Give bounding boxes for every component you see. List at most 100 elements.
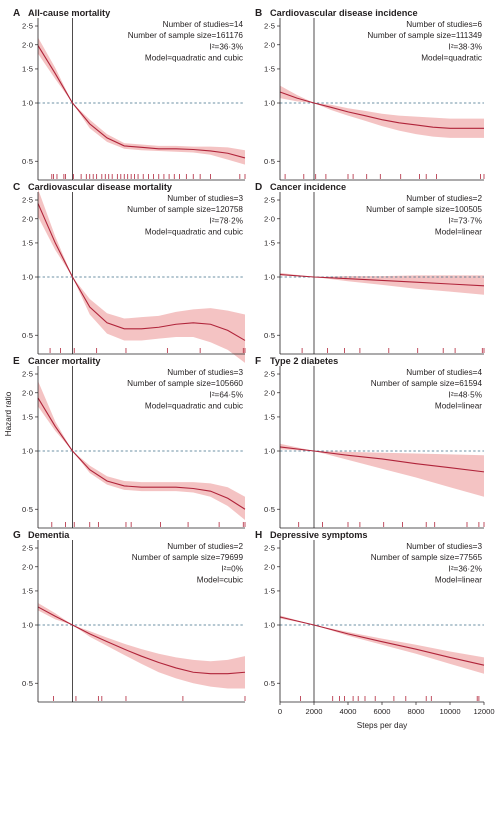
y-tick-label: 0·5 (264, 157, 275, 166)
stat-line: Number of sample size=161176 (128, 31, 244, 40)
y-tick-label: 0·5 (264, 505, 275, 514)
x-tick-label: 2000 (306, 707, 323, 716)
confidence-band (280, 615, 484, 674)
y-tick-label: 2·0 (264, 562, 275, 571)
panel-title: Cancer mortality (28, 356, 101, 366)
panel-letter: D (255, 182, 262, 193)
panel-letter: F (255, 356, 261, 367)
stat-line: I²=38·3% (449, 42, 482, 51)
panel-h: 2·5 2·0 1·5 1·0 0·5 H Depressive symptoms Numbe… (255, 530, 495, 730)
stat-line: I²=64·5% (210, 390, 243, 399)
y-tick-label: 1·0 (264, 447, 275, 456)
stat-line: Model=quadratic and cubic (145, 54, 243, 63)
panel-letter: G (13, 530, 21, 541)
panel-letter: C (13, 182, 20, 193)
y-tick-label: 1·0 (22, 621, 33, 630)
hazard-curve (279, 446, 485, 473)
hazard-curve (279, 91, 484, 129)
y-tick-label: 1·0 (264, 99, 275, 108)
panel-c: 2·5 2·0 1·5 1·0 0·5 C Cardiovascular disease m… (13, 182, 246, 363)
stat-line: Model=linear (435, 228, 482, 237)
y-tick-label: 0·5 (22, 505, 33, 514)
panel-title: All-cause mortality (28, 8, 111, 18)
stat-line: I²=73·7% (449, 216, 482, 225)
stat-line: I²=36·3% (210, 42, 243, 51)
y-tick-label: 2·5 (264, 544, 275, 553)
y-tick-label: 1·5 (22, 65, 33, 74)
panel-title: Cancer incidence (270, 182, 346, 192)
stat-line: I²=48·5% (449, 390, 482, 399)
y-tick-label: 1·5 (22, 587, 33, 596)
x-axis-label: Steps per day (357, 721, 408, 730)
y-tick-label: 2·5 (22, 22, 33, 31)
x-tick-label: 12000 (473, 707, 494, 716)
y-tick-label: 1·5 (264, 413, 275, 422)
y-tick-label: 1·5 (264, 239, 275, 248)
stat-line: Model=linear (435, 576, 482, 585)
stat-line: Number of studies=4 (406, 368, 482, 377)
stat-line: Number of studies=2 (167, 542, 243, 551)
y-tick-label: 1·5 (264, 65, 275, 74)
panel-letter: B (255, 8, 262, 19)
y-tick-label: 2·5 (264, 370, 275, 379)
stat-line: I²=78·2% (210, 216, 243, 225)
confidence-band (38, 381, 245, 520)
x-tick-label: 6000 (374, 707, 391, 716)
y-tick-label: 2·0 (264, 388, 275, 397)
stat-line: Number of studies=3 (167, 368, 243, 377)
confidence-band (38, 602, 245, 689)
hazard-curve (279, 273, 485, 287)
y-tick-label: 0·5 (22, 331, 33, 340)
stat-line: Number of sample size=111349 (367, 31, 482, 40)
y-tick-label: 2·5 (22, 370, 33, 379)
panel-title: Type 2 diabetes (270, 356, 338, 366)
stat-line: Model=cubic (197, 576, 243, 585)
x-tick-label: 0 (278, 707, 282, 716)
y-tick-label: 1·0 (22, 447, 33, 456)
stat-line: Number of sample size=61594 (371, 379, 483, 388)
hazard-curve (37, 606, 246, 675)
stat-line: Model=quadratic and cubic (145, 228, 243, 237)
stat-line: Model=quadratic (421, 54, 482, 63)
y-tick-label: 1·0 (22, 99, 33, 108)
panel-d: 2·5 2·0 1·5 1·0 0·5 D Cancer incidence Number o… (255, 182, 485, 355)
stat-line: Number of studies=2 (406, 194, 482, 203)
panel-f: 2·5 2·0 1·5 1·0 0·5 F Type 2 diabetes Number of… (255, 356, 485, 529)
stat-line: I²=0% (221, 564, 243, 573)
y-tick-label: 2·0 (22, 40, 33, 49)
y-tick-label: 1·5 (22, 239, 33, 248)
panel-letter: H (255, 530, 262, 541)
y-tick-label: 1·5 (264, 587, 275, 596)
confidence-band (280, 85, 484, 138)
stat-line: Model=quadratic and cubic (145, 402, 243, 411)
stat-line: Number of sample size=105660 (127, 379, 243, 388)
stat-line: Number of sample size=100505 (366, 205, 482, 214)
hazard-curve (279, 616, 485, 666)
stat-line: Number of sample size=77565 (371, 553, 483, 562)
y-tick-label: 2·0 (264, 214, 275, 223)
y-tick-label: 2·0 (22, 388, 33, 397)
y-tick-label: 0·5 (22, 157, 33, 166)
y-tick-label: 1·0 (264, 621, 275, 630)
panel-title: Cardiovascular disease incidence (270, 8, 418, 18)
y-tick-label: 0·5 (22, 679, 33, 688)
panel-title: Dementia (28, 530, 70, 540)
y-tick-label: 2·5 (264, 196, 275, 205)
hazard-curve (37, 45, 246, 159)
stat-line: Number of studies=6 (406, 20, 482, 29)
y-tick-label: 2·5 (22, 544, 33, 553)
y-tick-label: 1·5 (22, 413, 33, 422)
stat-line: Number of studies=14 (163, 20, 244, 29)
panel-letter: E (13, 356, 20, 367)
x-tick-label: 10000 (439, 707, 460, 716)
y-tick-label: 2·0 (22, 214, 33, 223)
confidence-band (38, 37, 245, 165)
stat-line: Number of sample size=120758 (127, 205, 243, 214)
panel-g: 2·5 2·0 1·5 1·0 0·5 G Dementia Number of studie… (13, 530, 246, 703)
stat-line: Model=linear (435, 402, 482, 411)
stat-line: Number of sample size=79699 (132, 553, 244, 562)
panel-letter: A (13, 8, 20, 19)
y-tick-label: 0·5 (264, 331, 275, 340)
y-axis-label: Hazard ratio (4, 391, 13, 436)
